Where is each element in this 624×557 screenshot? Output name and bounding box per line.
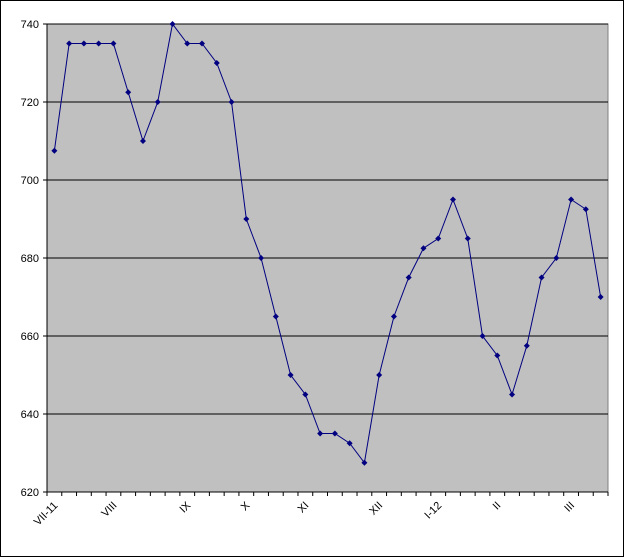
data-point	[390, 313, 397, 320]
data-point	[80, 40, 87, 47]
y-tick-label: 680	[21, 253, 39, 265]
data-point	[125, 89, 132, 96]
data-point	[449, 196, 456, 203]
y-tick-label: 660	[21, 331, 39, 343]
data-point	[199, 40, 206, 47]
y-tick-label: 720	[21, 97, 39, 109]
data-point	[464, 235, 471, 242]
data-point	[523, 342, 530, 349]
data-point	[154, 99, 161, 105]
data-point	[51, 147, 58, 154]
data-point	[184, 40, 191, 47]
data-point	[302, 391, 309, 398]
data-point	[139, 138, 146, 144]
data-point	[272, 313, 279, 320]
data-point	[169, 21, 176, 27]
data-point	[509, 391, 516, 398]
data-point	[361, 459, 368, 466]
data-point	[568, 196, 575, 203]
data-point	[538, 274, 545, 281]
data-point	[346, 440, 353, 447]
data-point	[331, 430, 338, 437]
data-point	[479, 333, 486, 339]
data-point	[110, 40, 117, 47]
data-point	[435, 235, 442, 242]
data-point	[258, 255, 265, 261]
y-tick-label: 640	[21, 409, 39, 421]
data-point	[582, 206, 589, 213]
data-point	[213, 60, 220, 66]
data-point	[494, 352, 501, 359]
y-tick-label: 740	[21, 19, 39, 31]
data-point	[553, 255, 560, 261]
data-point	[228, 99, 235, 105]
series-line	[53, 22, 602, 464]
data-point	[597, 294, 604, 300]
data-point	[243, 216, 250, 222]
data-point	[66, 40, 73, 47]
y-tick-label: 620	[21, 487, 39, 499]
data-point	[376, 372, 383, 378]
data-point	[405, 274, 412, 281]
data-point	[420, 245, 427, 252]
y-tick-label: 700	[21, 175, 39, 187]
data-point	[287, 372, 294, 378]
data-point	[317, 430, 324, 437]
data-point	[95, 40, 102, 47]
